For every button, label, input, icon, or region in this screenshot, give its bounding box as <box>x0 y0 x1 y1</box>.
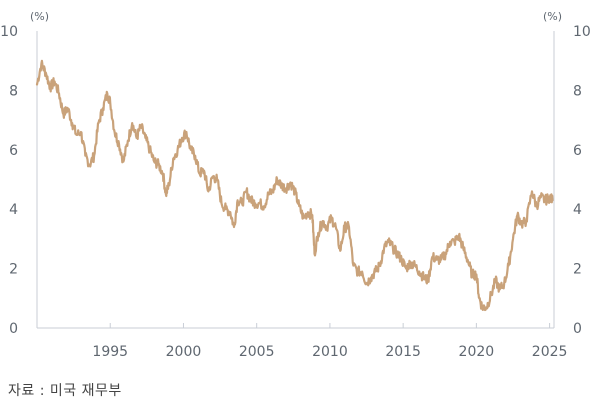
left-tick-labels: 0 2 4 6 8 10 <box>0 24 18 337</box>
right-unit-label: (%) <box>543 10 562 23</box>
right-tick-labels: 0 2 4 6 8 10 <box>573 24 591 337</box>
right-tick-label: 4 <box>573 202 582 218</box>
right-tick-label: 8 <box>573 83 582 99</box>
x-tick-labels: 1995 2000 2005 2010 2015 2020 2025 <box>92 323 567 360</box>
yield-line <box>35 59 554 312</box>
x-tick-label: 2005 <box>239 344 275 360</box>
x-tick-label: 2025 <box>532 344 568 360</box>
right-tick-label: 0 <box>573 321 582 337</box>
right-tick-label: 6 <box>573 143 582 159</box>
x-tick-label: 2000 <box>166 344 202 360</box>
left-tick-label: 10 <box>0 24 18 40</box>
x-tick-label: 2020 <box>459 344 495 360</box>
left-tick-label: 2 <box>9 262 18 278</box>
line-chart: (%) (%) 0 2 4 6 8 10 0 2 4 6 8 10 1995 2000 2005 2010… <box>0 10 591 360</box>
x-tick-label: 2015 <box>385 344 421 360</box>
left-tick-label: 4 <box>9 202 18 218</box>
x-tick-label: 1995 <box>92 344 128 360</box>
left-unit-label: (%) <box>30 10 49 23</box>
right-tick-label: 10 <box>573 24 591 40</box>
source-note: 자료 : 미국 재무부 <box>8 383 122 399</box>
right-tick-label: 2 <box>573 262 582 278</box>
left-tick-label: 6 <box>9 143 18 159</box>
x-tick-label: 2010 <box>312 344 348 360</box>
left-tick-label: 0 <box>9 321 18 337</box>
left-tick-label: 8 <box>9 83 18 99</box>
